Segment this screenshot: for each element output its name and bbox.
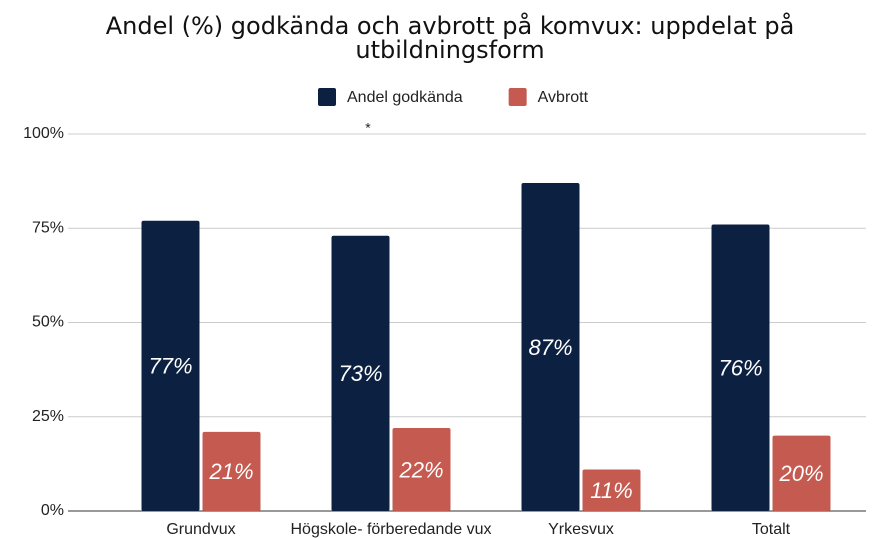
y-tick-label: 50% xyxy=(32,314,64,331)
bar xyxy=(141,220,200,511)
x-tick-label: Totalt xyxy=(752,521,791,538)
value-label: 22% xyxy=(398,457,443,482)
x-tick-label: Högskole- förberedande vux xyxy=(290,521,491,538)
x-tick-label: Yrkesvux xyxy=(548,521,614,538)
y-tick-label: 0% xyxy=(41,502,64,519)
value-label: 73% xyxy=(338,361,382,386)
chart-title: Andel (%) godkända och avbrott på komvux… xyxy=(105,12,795,64)
y-tick-label: 100% xyxy=(23,125,64,142)
value-label: 77% xyxy=(148,354,192,379)
y-tick-label: 75% xyxy=(32,219,64,236)
bar xyxy=(202,431,261,511)
legend-label: Andel godkända xyxy=(347,89,463,106)
bar xyxy=(711,224,770,512)
y-tick-label: 25% xyxy=(32,408,64,425)
value-label: 20% xyxy=(778,461,823,486)
legend-swatch xyxy=(508,88,527,106)
value-label: 11% xyxy=(590,478,632,503)
bar xyxy=(392,428,451,511)
legend-swatch xyxy=(318,88,336,106)
bar xyxy=(521,183,580,511)
value-label: 21% xyxy=(208,459,253,484)
bar xyxy=(772,435,831,511)
bar xyxy=(331,235,390,512)
value-label: 87% xyxy=(528,335,572,360)
value-label: 76% xyxy=(718,356,762,381)
annotation: * xyxy=(365,120,371,136)
x-tick-label: Grundvux xyxy=(166,521,235,538)
legend-label: Avbrott xyxy=(538,89,589,106)
bar xyxy=(582,469,641,511)
